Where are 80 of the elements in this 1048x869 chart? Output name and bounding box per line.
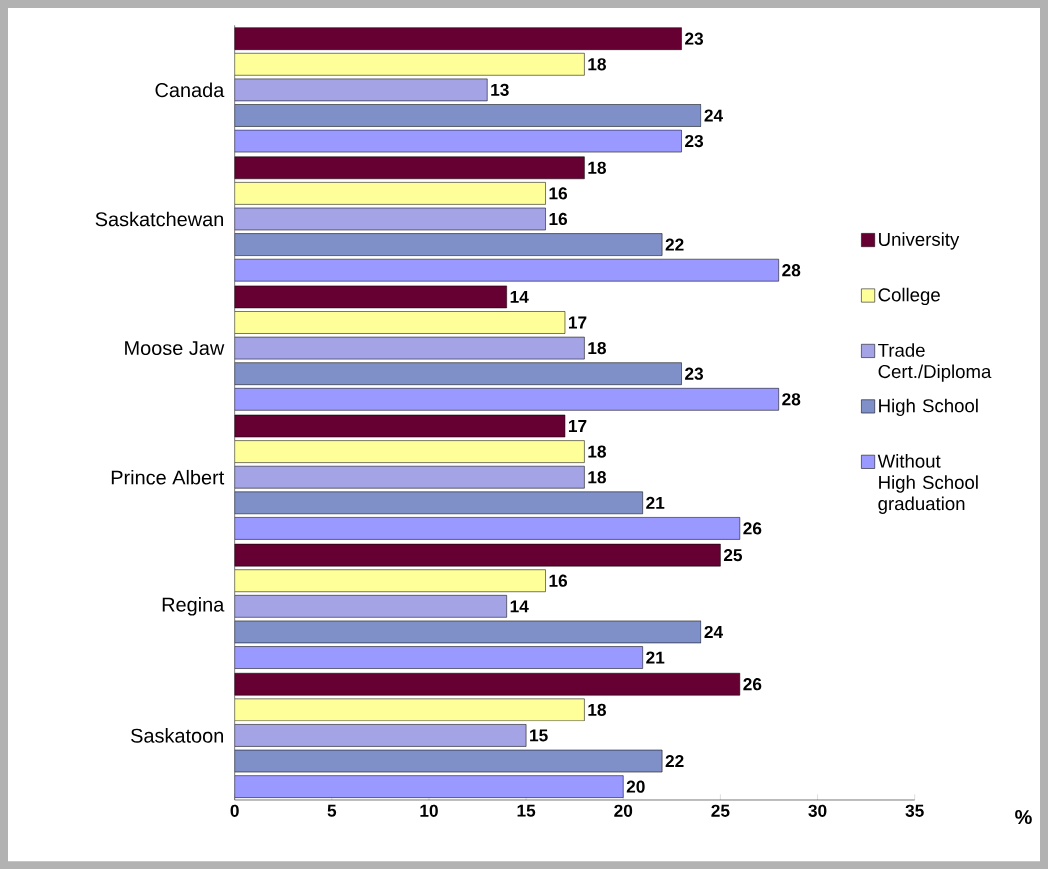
data-label: 17 <box>568 419 587 432</box>
bar <box>234 78 488 101</box>
bar <box>234 620 702 644</box>
x-tick-label: 35 <box>905 804 924 817</box>
data-label: 18 <box>588 445 606 458</box>
data-label: 23 <box>685 32 704 45</box>
bar <box>234 646 643 669</box>
bar <box>234 724 527 747</box>
legend-label: Without High School graduation <box>877 453 978 514</box>
data-label: 23 <box>685 367 704 380</box>
data-label: 14 <box>510 600 529 613</box>
data-label: 18 <box>588 341 606 355</box>
data-label: 23 <box>685 134 704 148</box>
data-label: 21 <box>646 496 665 509</box>
bar <box>234 594 507 618</box>
data-label: 22 <box>665 754 684 767</box>
bar <box>234 543 721 567</box>
bar <box>234 27 682 50</box>
y-tick-label: Saskatoon <box>131 727 224 743</box>
data-label: 15 <box>530 729 548 742</box>
bar <box>234 156 585 179</box>
bar <box>234 52 585 76</box>
data-label: 14 <box>510 290 529 303</box>
data-label: 24 <box>704 109 724 122</box>
y-tick-label: Moose Jaw <box>125 340 225 355</box>
data-label: 16 <box>549 187 568 200</box>
bar <box>234 181 546 205</box>
bar <box>234 129 682 153</box>
bar <box>234 491 643 514</box>
data-label: 21 <box>646 651 665 664</box>
bar <box>234 258 779 282</box>
bar <box>234 285 507 309</box>
x-tick-label: 30 <box>808 804 827 817</box>
data-label: 17 <box>568 316 587 329</box>
x-tick-label: 0 <box>230 804 239 817</box>
data-label: 16 <box>549 574 568 587</box>
data-label: 28 <box>782 263 801 277</box>
x-tick-label: 20 <box>614 804 633 817</box>
x-tick-label: 10 <box>420 804 438 817</box>
bar <box>234 698 585 721</box>
data-label: 18 <box>588 470 606 484</box>
data-label: 22 <box>665 238 684 251</box>
bar <box>234 749 663 773</box>
bar <box>234 362 682 385</box>
bar <box>234 775 624 798</box>
data-label: 25 <box>723 548 743 562</box>
data-label: 16 <box>549 212 568 225</box>
data-label: 26 <box>743 677 762 691</box>
data-label: 13 <box>491 83 509 96</box>
bar <box>234 516 741 540</box>
bar <box>234 414 566 438</box>
bar <box>234 104 702 127</box>
y-tick-label: Prince Albert <box>111 469 225 485</box>
legend-label: College <box>878 287 940 305</box>
bar <box>234 336 585 360</box>
bar <box>234 311 566 334</box>
bar <box>234 387 779 411</box>
legend-label: University <box>879 232 960 250</box>
y-tick-label: Canada <box>155 82 225 98</box>
y-tick-label: Regina <box>162 596 225 616</box>
bar <box>234 440 585 463</box>
bar <box>234 233 663 256</box>
x-tick-label: 25 <box>711 804 730 817</box>
data-label: 18 <box>588 703 606 716</box>
bar <box>234 672 741 696</box>
y-tick-label: Saskatchewan <box>95 211 223 227</box>
data-label: 28 <box>782 393 801 406</box>
data-label: 26 <box>743 522 762 535</box>
bar <box>234 569 546 592</box>
legend-label: High School <box>879 398 978 416</box>
data-label: 18 <box>588 58 606 71</box>
x-axis-title: % <box>1015 809 1032 824</box>
data-label: 24 <box>704 625 724 638</box>
bar <box>234 465 585 489</box>
data-label: 18 <box>588 161 606 174</box>
data-label: 20 <box>626 780 645 793</box>
legend-label: Trade Cert./Diploma <box>878 343 992 382</box>
x-tick-label: 5 <box>327 804 337 817</box>
bar <box>234 207 546 231</box>
x-tick-label: 15 <box>517 804 536 817</box>
